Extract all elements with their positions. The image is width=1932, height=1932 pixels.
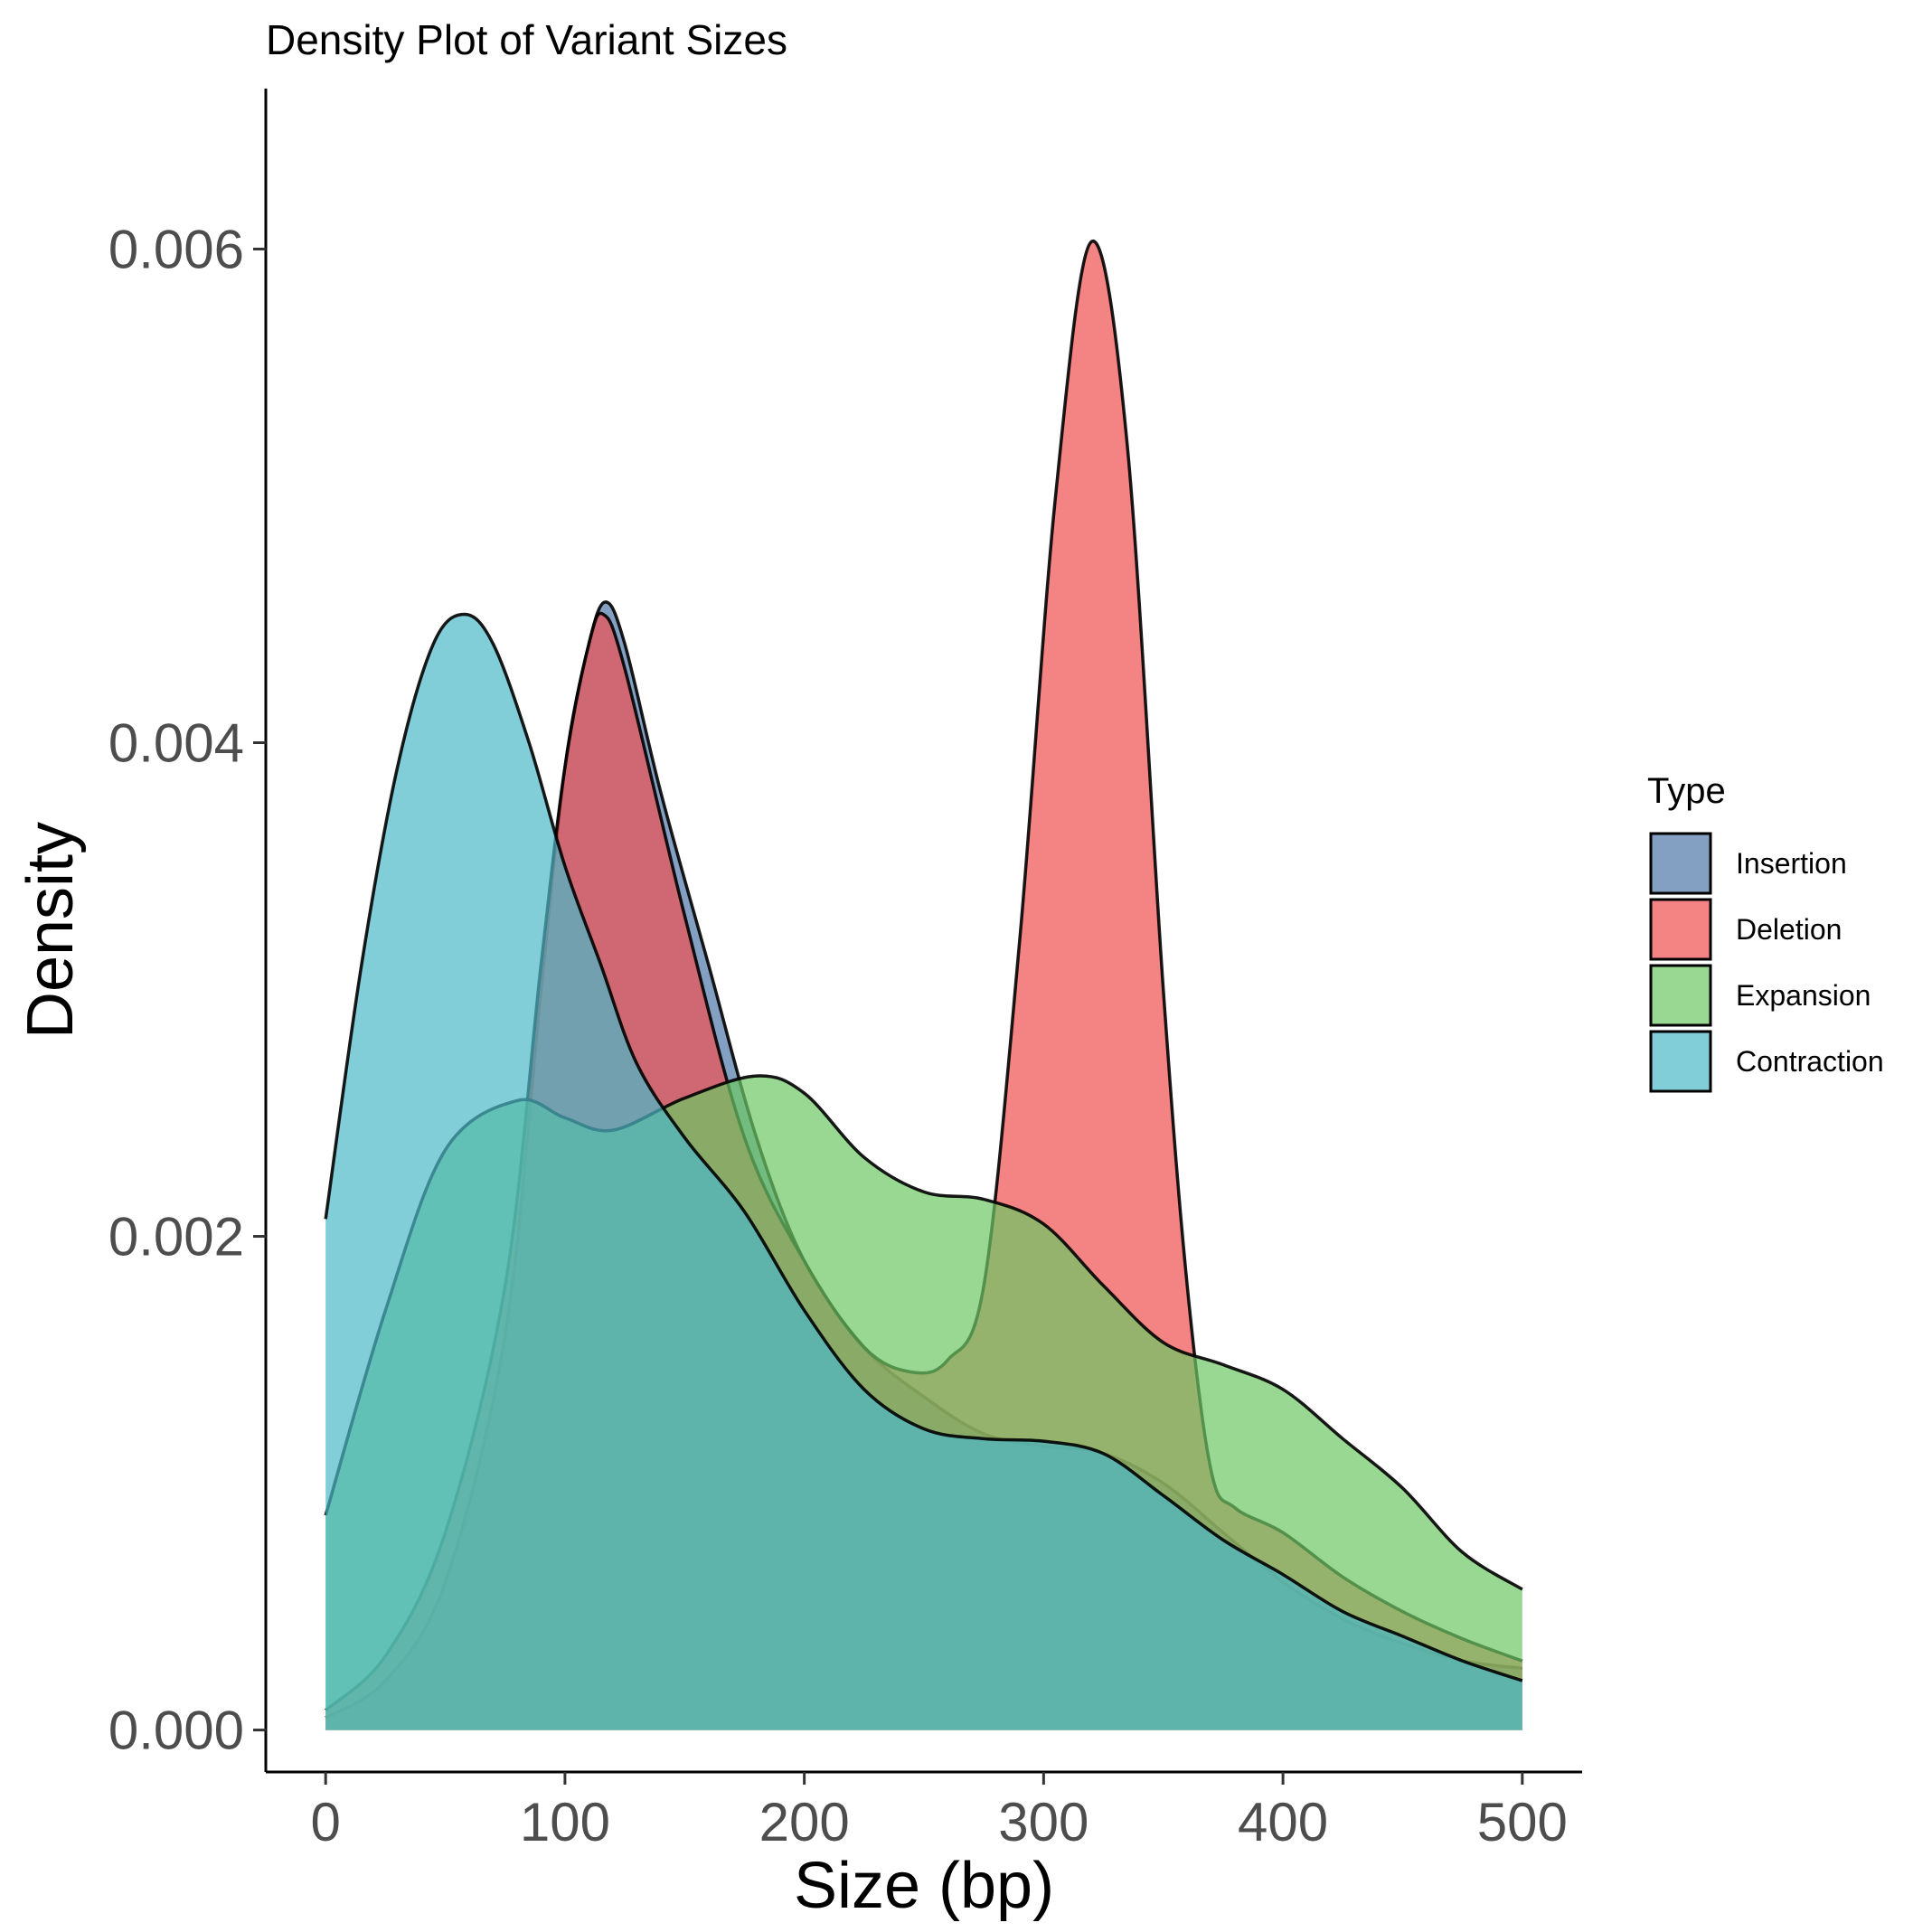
legend-title: Type [1647, 771, 1726, 811]
legend-label-insertion: Insertion [1736, 847, 1847, 880]
legend-key-contraction [1649, 1030, 1712, 1093]
legend: Type Insertion Deletion Expansion Contracti… [1647, 771, 1884, 1093]
x-tick-label: 0 [310, 1792, 340, 1852]
y-tick-label: 0.002 [108, 1207, 244, 1268]
x-axis-title: Size (bp) [794, 1850, 1054, 1922]
legend-label-expansion: Expansion [1736, 979, 1871, 1012]
axes [264, 89, 1582, 1774]
ticks: 0 100 200 300 400 500 0.000 0.002 0.004 0.006 [108, 219, 1568, 1852]
chart-title: Density Plot of Variant Sizes [266, 16, 787, 63]
legend-label-deletion: Deletion [1736, 913, 1842, 946]
x-tick-label: 400 [1238, 1792, 1328, 1852]
x-tick-label: 100 [520, 1792, 610, 1852]
y-tick-label: 0.004 [108, 713, 244, 774]
density-area-contraction [325, 614, 1522, 1730]
legend-label-contraction: Contraction [1736, 1045, 1884, 1078]
x-tick-label: 200 [759, 1792, 850, 1852]
legend-key-insertion [1649, 832, 1712, 895]
x-tick-label: 300 [998, 1792, 1089, 1852]
y-tick-label: 0.006 [108, 219, 244, 279]
x-tick-label: 500 [1477, 1792, 1568, 1852]
y-tick-label: 0.000 [108, 1701, 244, 1761]
density-line-contraction [324, 612, 1523, 1682]
legend-key-deletion [1649, 898, 1712, 961]
plot-area [324, 240, 1523, 1730]
legend-key-expansion [1649, 964, 1712, 1027]
y-axis-title: Density [14, 822, 87, 1039]
